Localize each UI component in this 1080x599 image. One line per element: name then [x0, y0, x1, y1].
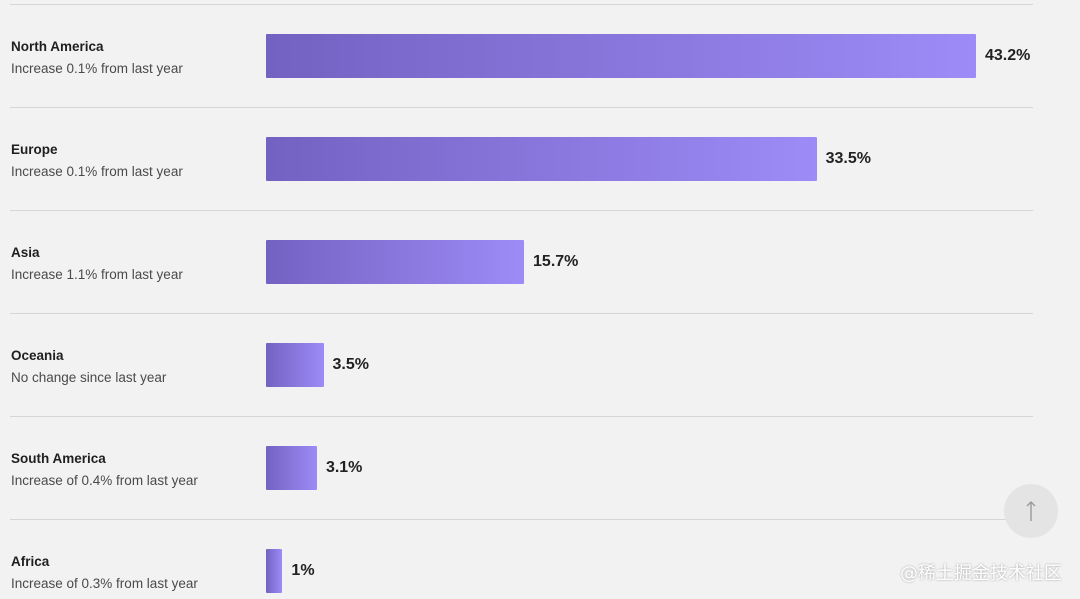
- change-note: Increase 1.1% from last year: [11, 267, 183, 282]
- category-label: Asia: [11, 245, 40, 260]
- watermark: @稀土掘金技术社区: [900, 563, 1062, 584]
- arrow-up-icon: [1026, 501, 1036, 521]
- bar: [266, 240, 525, 284]
- category-label: Africa: [11, 554, 50, 569]
- category-label: Europe: [11, 142, 58, 157]
- chart-row: South America Increase of 0.4% from last …: [0, 416, 1080, 519]
- value-label: 3.5%: [332, 356, 369, 373]
- row-divider: [10, 416, 1033, 417]
- bar: [266, 549, 283, 593]
- value-label: 33.5%: [825, 150, 871, 167]
- bar: [266, 446, 317, 490]
- change-note: Increase 0.1% from last year: [11, 164, 183, 179]
- chart-row: North America Increase 0.1% from last yea…: [0, 4, 1080, 107]
- change-note: Increase of 0.4% from last year: [11, 473, 198, 488]
- row-divider: [10, 107, 1033, 108]
- value-label: 3.1%: [325, 459, 363, 476]
- change-note: Increase 0.1% from last year: [11, 61, 183, 76]
- chart-row: Africa Increase of 0.3% from last year 1%: [0, 519, 1080, 599]
- row-divider: [10, 4, 1033, 5]
- bar: [266, 34, 976, 78]
- row-divider: [10, 519, 1033, 520]
- scroll-to-top-button[interactable]: [1004, 484, 1058, 538]
- value-label: 15.7%: [533, 253, 579, 270]
- chart-row: Oceania No change since last year 3.5%: [0, 313, 1080, 416]
- category-label: North America: [11, 39, 104, 54]
- category-label: South America: [11, 451, 106, 466]
- change-note: No change since last year: [11, 370, 167, 385]
- value-label: 43.2%: [985, 47, 1031, 64]
- value-label: 1%: [291, 562, 315, 579]
- row-divider: [10, 210, 1033, 211]
- category-label: Oceania: [11, 348, 64, 363]
- bar: [266, 137, 817, 181]
- chart-row: Europe Increase 0.1% from last year 33.5%: [0, 107, 1080, 210]
- chart-row: Asia Increase 1.1% from last year 15.7%: [0, 210, 1080, 313]
- change-note: Increase of 0.3% from last year: [11, 576, 198, 591]
- bar: [266, 343, 324, 387]
- row-divider: [10, 313, 1033, 314]
